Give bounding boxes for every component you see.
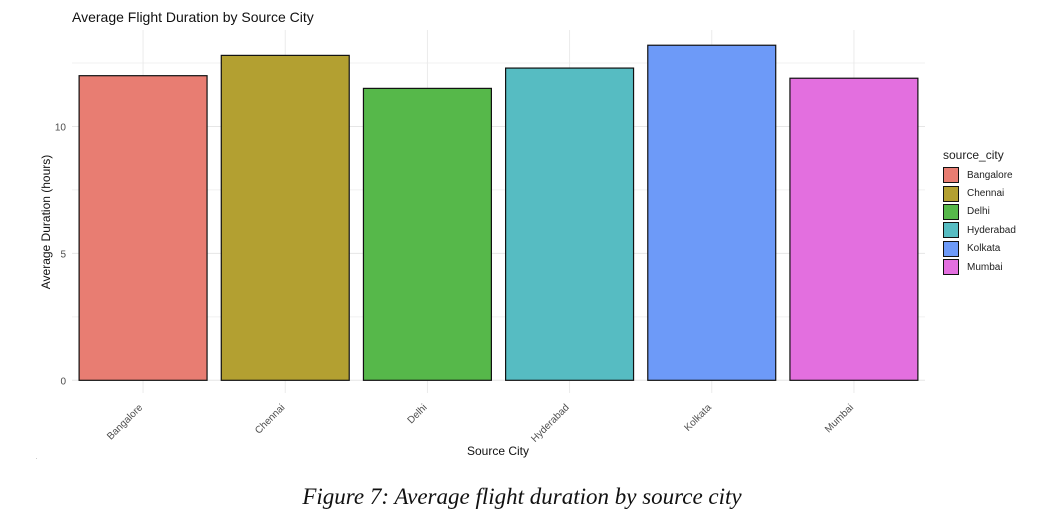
bar-chennai (220, 54, 350, 381)
bar-mumbai (789, 77, 919, 381)
legend-label: Chennai (967, 188, 1005, 200)
x-tick-label: Mumbai (823, 402, 856, 435)
legend-label: Kolkata (967, 243, 1001, 255)
legend-label: Hyderabad (967, 224, 1016, 236)
bars (78, 44, 919, 381)
legend-swatch (943, 185, 959, 202)
x-tick-label: Kolkata (683, 402, 715, 434)
legend-item: Hyderabad (943, 221, 1016, 239)
y-tick-label: 0 (60, 376, 66, 387)
y-axis-label: Average Duration (hours) (39, 155, 53, 290)
y-tick-label: 5 (60, 249, 66, 260)
x-tick-label: Delhi (406, 402, 430, 426)
x-tick-label: Hyderabad (529, 402, 571, 444)
x-tick-label: Bangalore (105, 402, 145, 442)
bar-bangalore (78, 75, 208, 381)
legend-title: source_city (943, 148, 1004, 162)
legend-label: Delhi (967, 206, 990, 218)
bar-hyderabad (505, 67, 635, 381)
legend-item: Mumbai (943, 258, 1016, 276)
legend-swatch (943, 167, 959, 184)
legend-items: Bangalore Chennai Delhi Hyderabad Kolkata Mum… (943, 166, 1016, 276)
chart-title: Average Flight Duration by Source City (72, 9, 314, 25)
legend-item: Bangalore (943, 166, 1016, 184)
bar-kolkata (647, 44, 777, 381)
stray-dot (36, 458, 37, 459)
legend-swatch (943, 222, 959, 239)
legend-item: Kolkata (943, 240, 1016, 258)
y-tick-labels: 0 5 10 (55, 122, 67, 387)
legend: source_city Bangalore Chennai Delhi Hyderab… (943, 148, 1016, 276)
x-tick-label: Chennai (253, 402, 287, 436)
x-tick-labels: Bangalore Chennai Delhi Hyderabad Kolkata Mum… (105, 402, 856, 445)
legend-swatch (943, 203, 959, 220)
y-tick-label: 10 (55, 122, 67, 133)
bar-delhi (362, 87, 492, 381)
figure-caption: Figure 7: Average flight duration by sou… (302, 484, 742, 509)
chart-svg: 0 5 10 Bangalore Chennai Delhi Hyderabad Kolka… (39, 9, 925, 458)
legend-item: Chennai (943, 184, 1016, 202)
legend-item: Delhi (943, 203, 1016, 221)
legend-swatch (943, 240, 959, 257)
legend-label: Bangalore (967, 169, 1013, 181)
legend-swatch (943, 259, 959, 276)
legend-label: Mumbai (967, 261, 1003, 273)
x-axis-label: Source City (467, 444, 529, 458)
